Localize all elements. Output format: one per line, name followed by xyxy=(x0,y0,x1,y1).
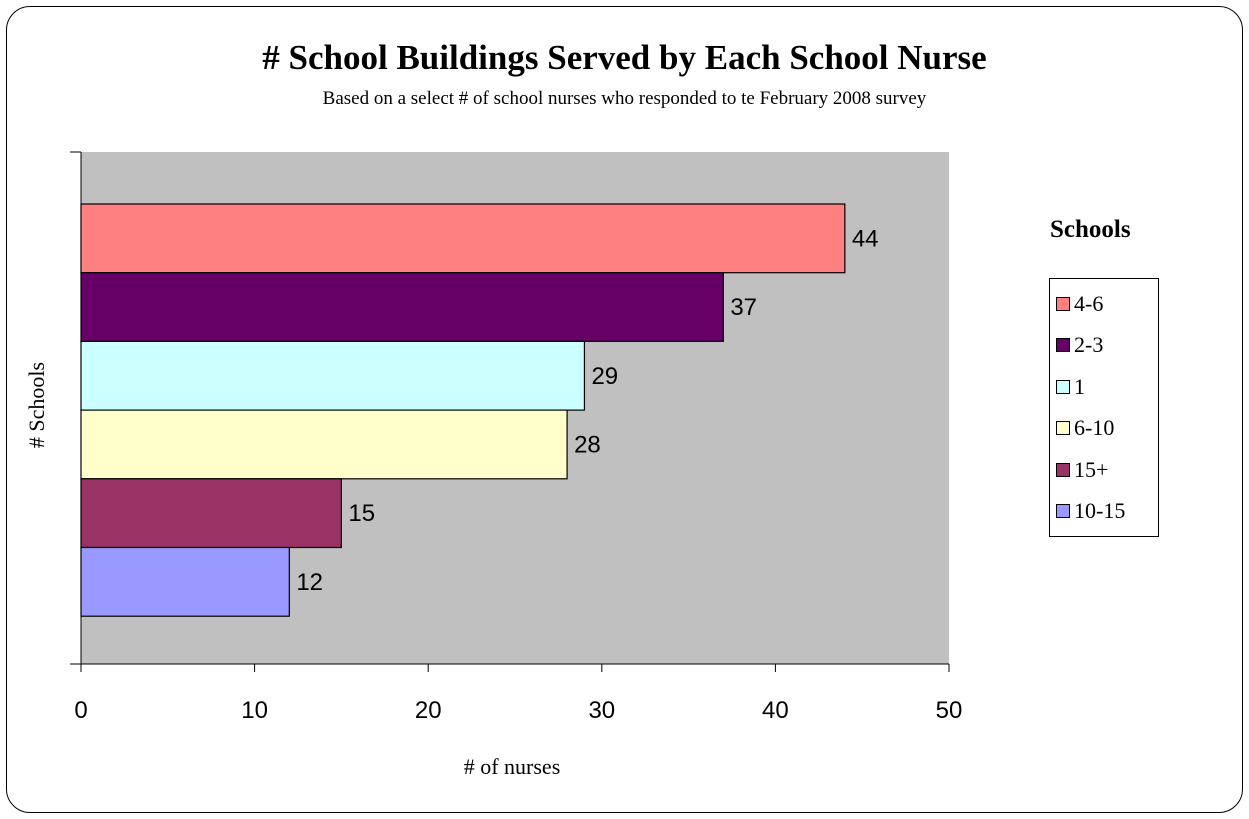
legend-label: 4-6 xyxy=(1074,290,1104,316)
x-tick-label: 0 xyxy=(74,697,87,724)
bar-10-15 xyxy=(80,546,290,617)
bar-15+ xyxy=(80,478,342,549)
x-tick-label: 20 xyxy=(415,697,442,724)
x-axis-label: # of nurses xyxy=(463,754,561,779)
legend-label: 1 xyxy=(1074,373,1085,399)
legend-item: 6-10 xyxy=(1050,408,1158,450)
data-label: 29 xyxy=(591,363,618,390)
bar-4-6 xyxy=(80,203,846,274)
data-label: 12 xyxy=(296,569,323,596)
legend-title: Schools xyxy=(1050,216,1131,243)
bar-2-3 xyxy=(80,272,724,343)
legend-item: 4-6 xyxy=(1050,283,1158,325)
bar-1 xyxy=(80,340,586,411)
data-label: 28 xyxy=(574,431,601,458)
bar-6-10 xyxy=(80,409,568,480)
legend-item: 2-3 xyxy=(1050,325,1158,367)
legend-label: 10-15 xyxy=(1074,498,1126,524)
x-tick-label: 40 xyxy=(762,697,789,724)
legend-item: 15+ xyxy=(1050,449,1158,491)
x-tick-label: 10 xyxy=(241,697,268,724)
chart-title: # School Buildings Served by Each School… xyxy=(262,38,987,77)
legend-label: 6-10 xyxy=(1074,415,1115,441)
legend-item: 1 xyxy=(1050,366,1158,408)
legend-swatch xyxy=(1056,379,1070,394)
legend-swatch xyxy=(1056,462,1070,477)
data-label: 44 xyxy=(852,225,879,252)
x-tick-label: 50 xyxy=(936,697,963,724)
legend-swatch xyxy=(1056,421,1070,436)
legend-label: 15+ xyxy=(1074,456,1109,482)
legend-label: 2-3 xyxy=(1074,332,1104,358)
legend-swatch xyxy=(1056,296,1070,311)
legend-swatch xyxy=(1056,338,1070,353)
legend-item: 10-15 xyxy=(1050,491,1158,533)
data-label: 37 xyxy=(730,294,757,321)
legend-swatch xyxy=(1056,504,1070,519)
data-label: 15 xyxy=(348,500,375,527)
x-tick-label: 30 xyxy=(588,697,615,724)
chart-subtitle: Based on a select # of school nurses who… xyxy=(322,88,927,109)
legend: 4-6 2-3 1 6-10 15+ 10-15 xyxy=(1049,278,1159,537)
